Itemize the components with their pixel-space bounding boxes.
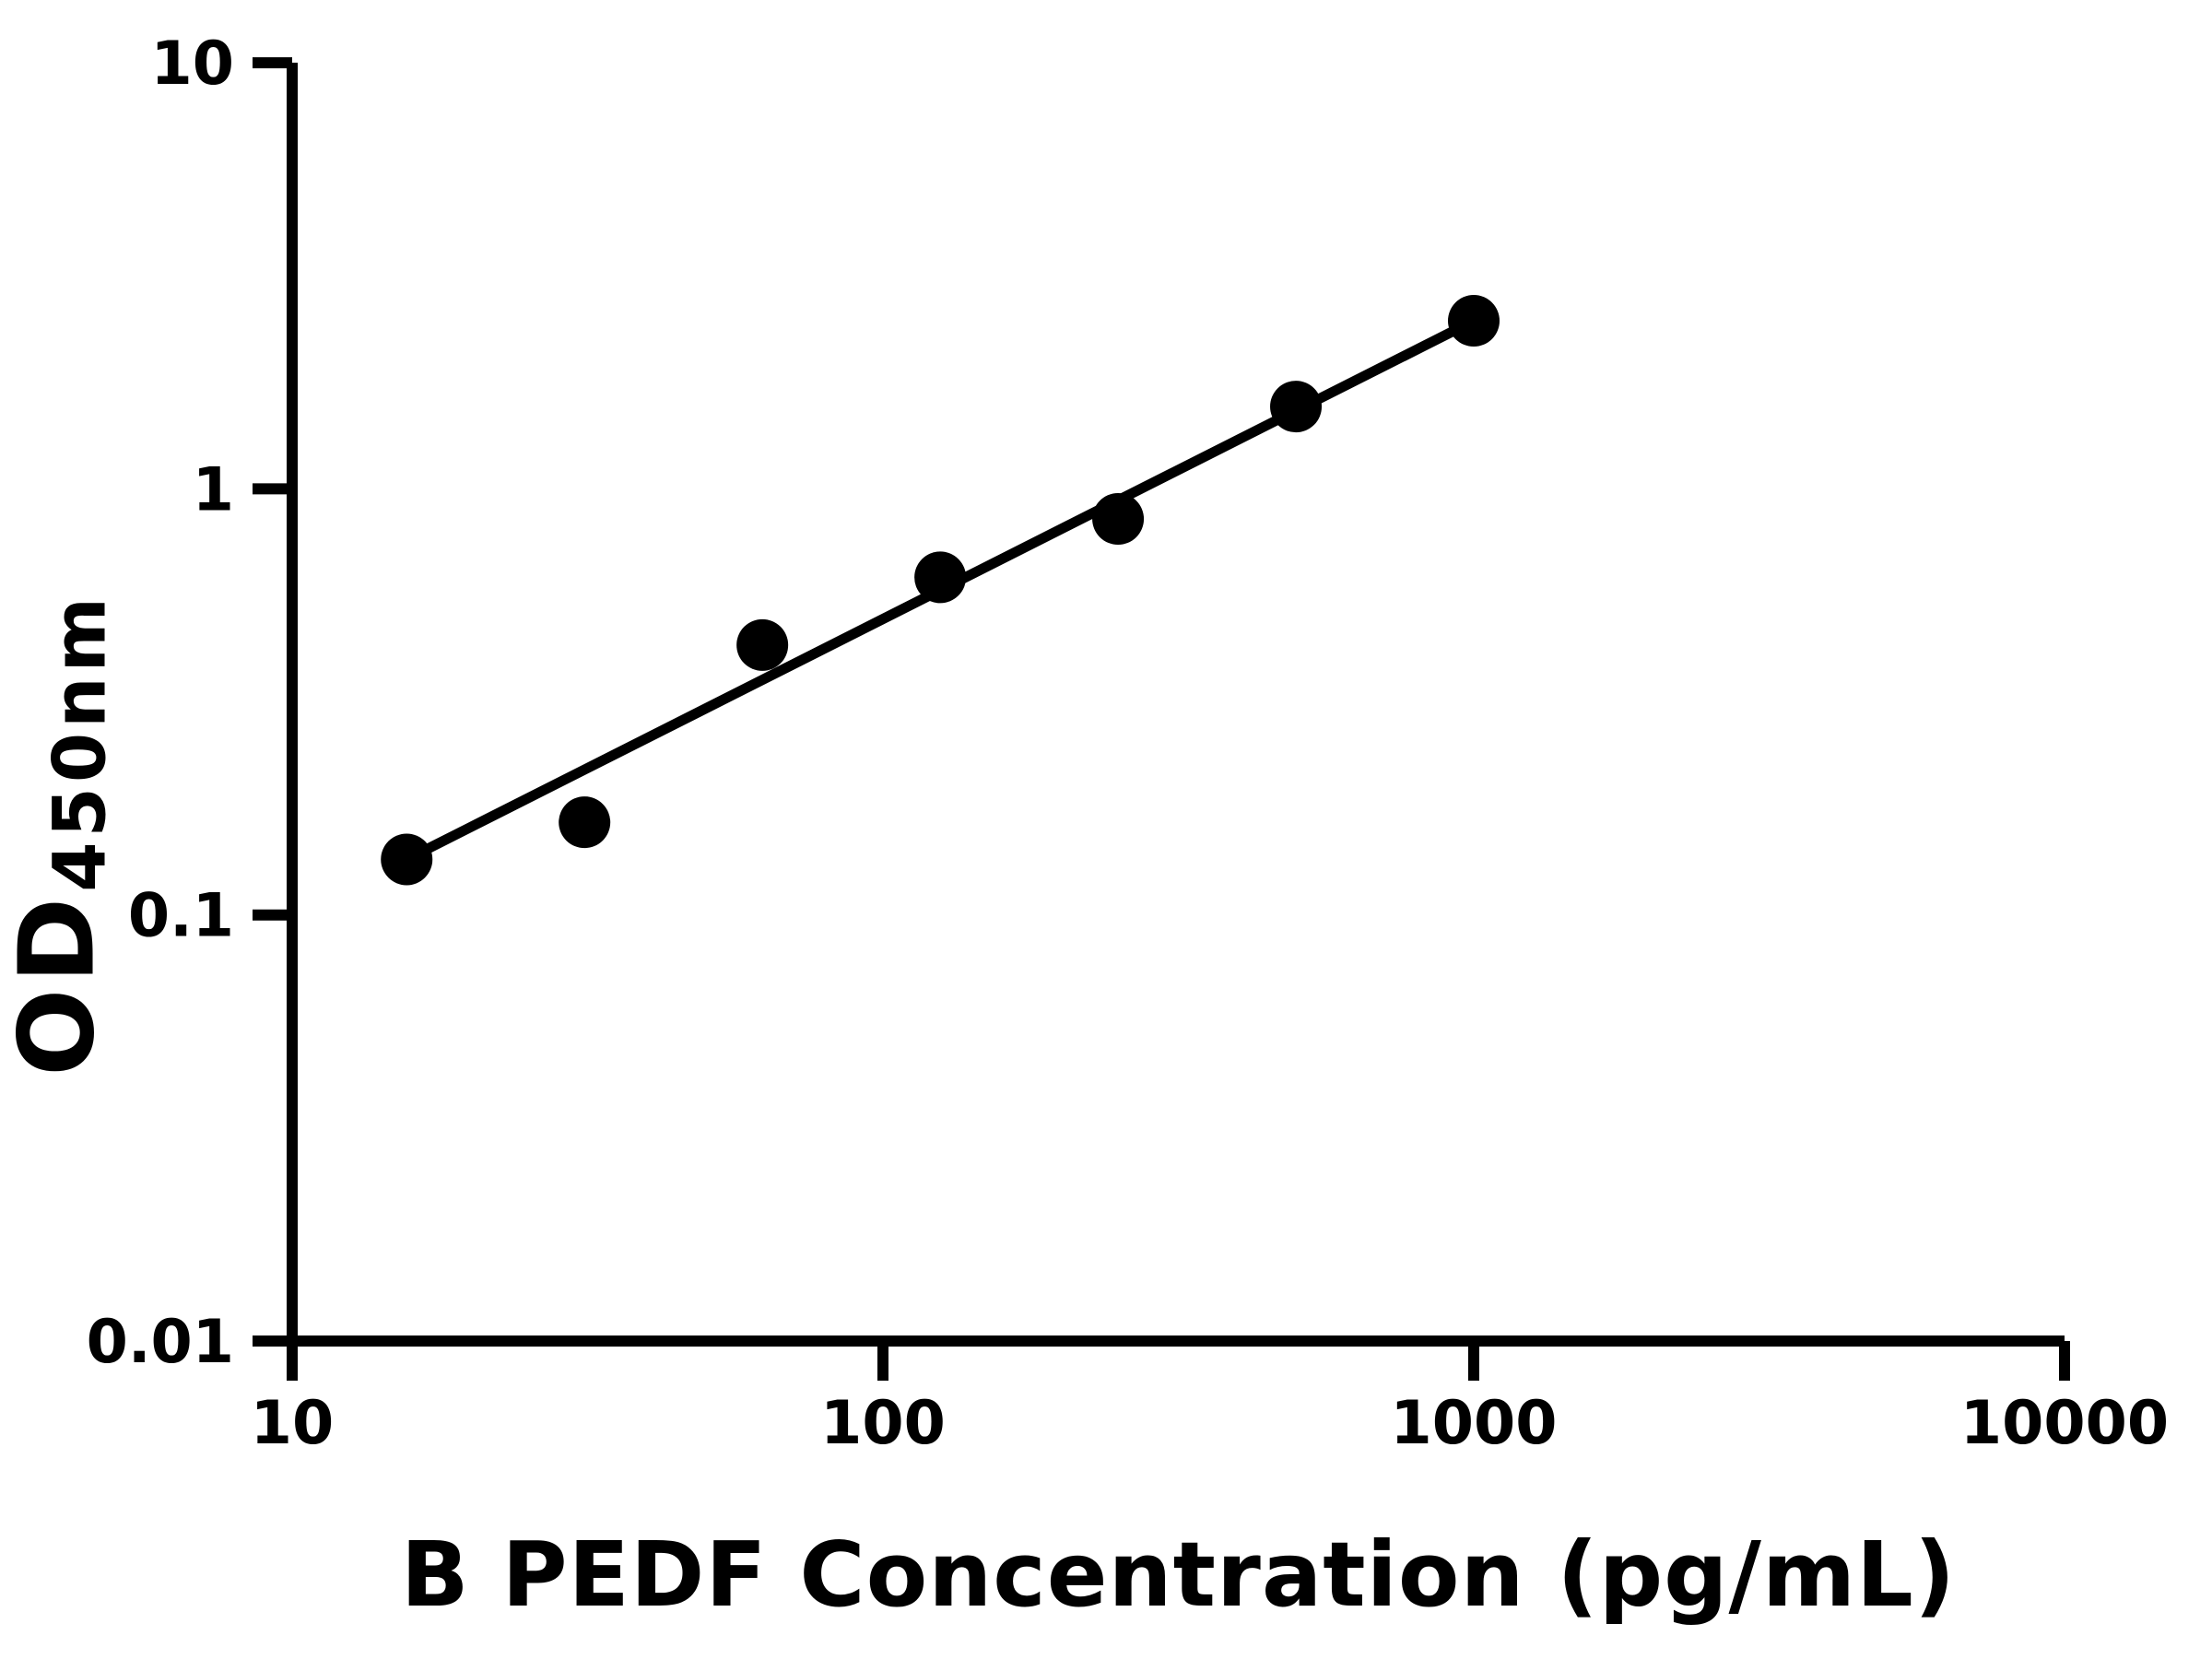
axes-spine [287, 63, 2065, 1347]
data-point [1270, 381, 1323, 433]
y-tick-label: 10 [151, 29, 234, 99]
x-axis-title: B PEDF Concentration (pg/mL) [400, 1523, 1957, 1627]
data-point [1448, 295, 1500, 347]
y-tick-label: 1 [193, 455, 234, 524]
data-point [736, 618, 789, 671]
y-tick-label: 0.01 [87, 1308, 234, 1377]
y-axis-title: OD 450nm [0, 485, 132, 1185]
y-tick-label: 0.1 [128, 882, 234, 951]
y-axis-title-sub: 450nm [39, 593, 123, 892]
data-point [1092, 493, 1145, 546]
x-tick-label: 1000 [1391, 1389, 1558, 1458]
y-axis-title-main: OD [0, 891, 118, 1077]
x-tick-label: 10000 [1960, 1389, 2169, 1458]
data-point [914, 551, 967, 604]
x-tick-label: 10 [251, 1389, 334, 1458]
data-point [381, 833, 433, 886]
x-tick-label: 100 [820, 1389, 946, 1458]
data-point [559, 796, 611, 849]
